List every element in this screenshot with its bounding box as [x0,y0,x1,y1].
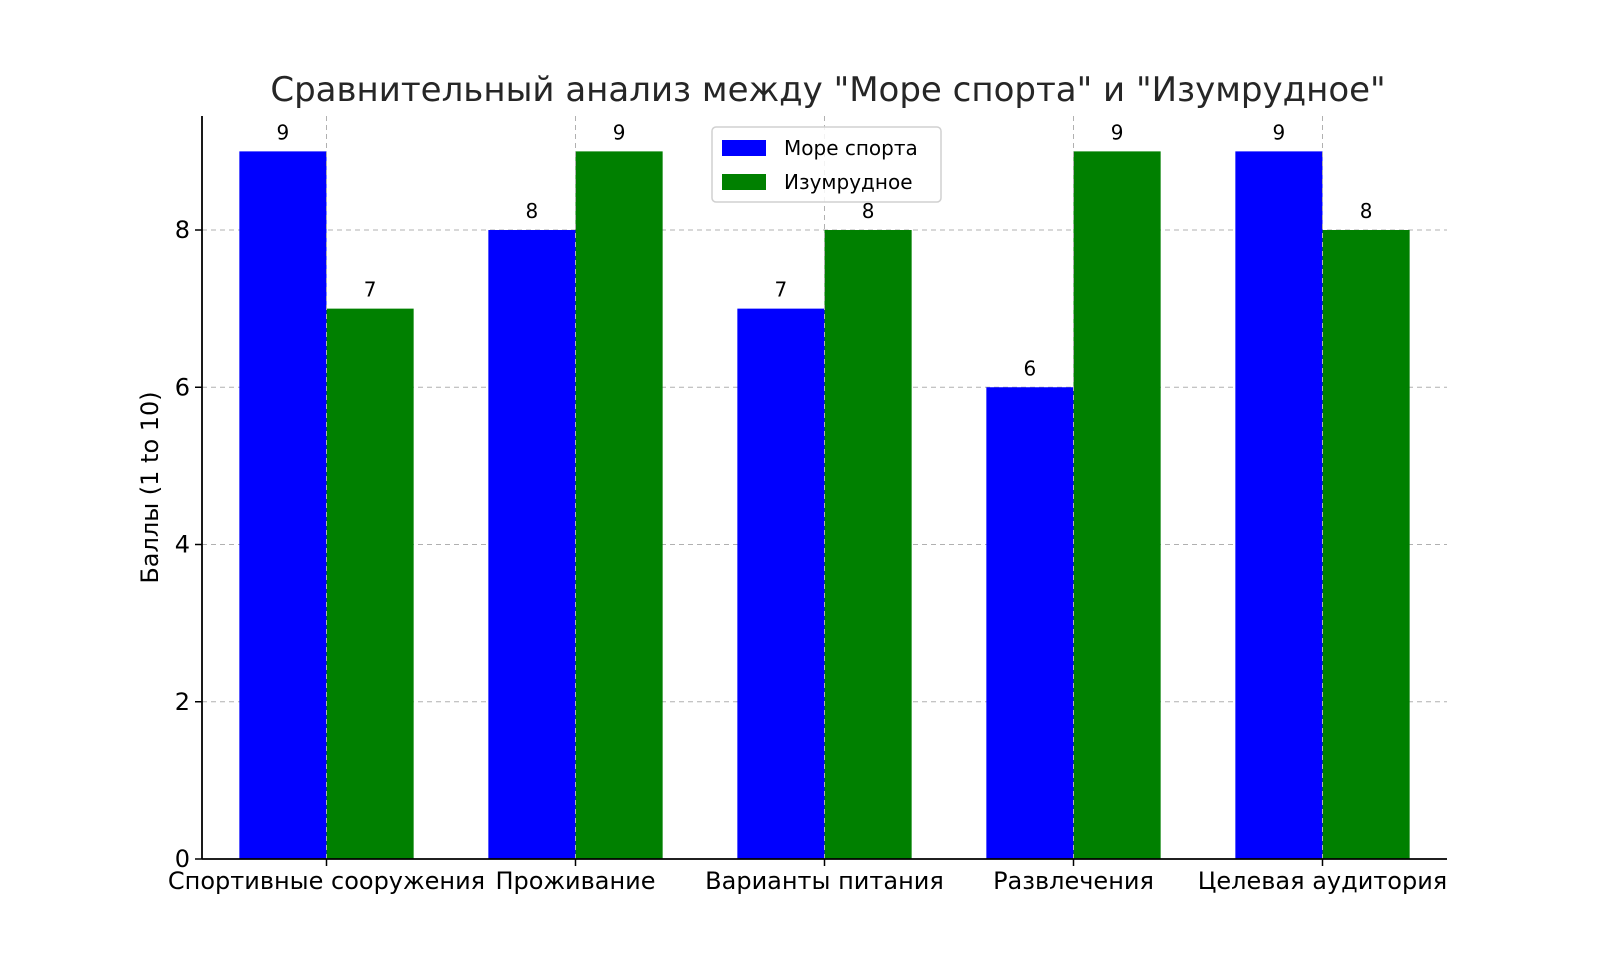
x-tick-label: Варианты питания [705,867,944,895]
x-tick-label: Спортивные сооружения [168,867,485,895]
data-label: 8 [1360,199,1373,223]
bar-izumrudnoe [1322,230,1410,859]
data-label: 8 [862,199,875,223]
tick-labels: 0 2 4 6 8 Спортивные сооружения Проживание Вари… [168,216,1447,895]
bars [239,151,1410,859]
x-tick-label: Проживание [495,867,655,895]
legend-label: Изумрудное [784,170,913,194]
bar-more-sporta [488,230,576,859]
data-label: 7 [364,278,377,302]
bar-izumrudnoe [824,230,912,859]
data-label: 9 [1111,120,1124,144]
y-tick-label: 8 [175,216,190,244]
data-label: 9 [1273,120,1286,144]
y-tick-label: 0 [175,845,190,873]
chart-title: Сравнительный анализ между "Море спорта"… [270,70,1385,110]
legend-swatch [722,140,766,156]
data-label: 8 [526,199,539,223]
y-tick-label: 6 [175,373,190,401]
bar-more-sporta [1235,151,1323,859]
bar-izumrudnoe [575,151,663,859]
y-tick-label: 2 [175,688,190,716]
bar-more-sporta [986,387,1074,859]
bar-izumrudnoe [326,308,414,859]
x-tick-label: Целевая аудитория [1198,867,1447,895]
y-axis-label: Баллы (1 to 10) [136,391,164,583]
data-label: 9 [277,120,290,144]
y-tick-label: 4 [175,531,190,559]
legend: Море спорта Изумрудное [711,126,942,203]
data-labels: 9 8 7 6 9 7 9 8 9 8 [277,120,1373,380]
data-label: 7 [775,278,788,302]
data-label: 6 [1024,356,1037,380]
x-tick-label: Развлечения [993,867,1154,895]
bar-more-sporta [239,151,327,859]
legend-label: Море спорта [784,136,918,160]
vertical-grid-lines [326,116,1323,859]
data-label: 9 [613,120,626,144]
bar-more-sporta [737,308,825,859]
legend-box [711,126,942,203]
bar-izumrudnoe [1073,151,1161,859]
legend-swatch [722,174,766,190]
